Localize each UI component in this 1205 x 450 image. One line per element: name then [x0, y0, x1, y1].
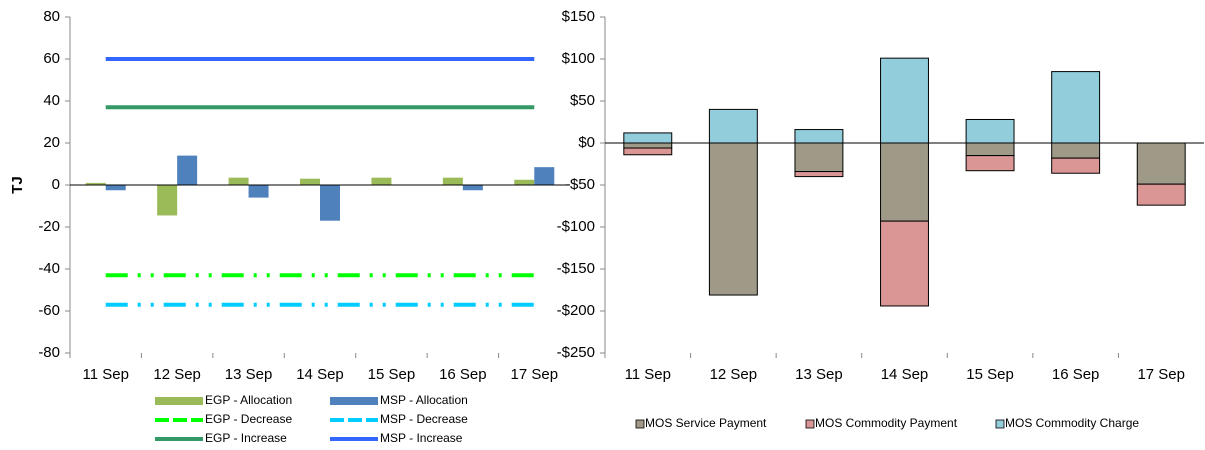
x-tick-label: 11 Sep [625, 366, 671, 383]
y-tick-label: -$100 [557, 218, 595, 235]
y-axis-label: TJ [9, 176, 26, 194]
legend-label: MSP - Allocation [380, 393, 468, 407]
legend-label: MOS Commodity Charge [1005, 416, 1139, 430]
bar [514, 179, 535, 185]
legend-swatch [995, 419, 1005, 429]
legend-label: MOS Service Payment [645, 416, 767, 430]
bar [371, 177, 392, 185]
bar-segment [1051, 157, 1101, 174]
legend-swatch [635, 419, 645, 429]
bar [442, 177, 463, 185]
bar-segment [965, 118, 1015, 144]
bar [534, 167, 555, 185]
y-tick-label: 80 [43, 8, 60, 25]
y-tick-label: -$200 [557, 302, 595, 319]
y-tick-label: 0 [52, 176, 60, 193]
bar [177, 155, 198, 185]
legend-label: MOS Commodity Payment [815, 416, 958, 430]
legend-label: MSP - Increase [380, 431, 463, 445]
y-tick-label: -$250 [557, 344, 595, 361]
x-tick-label: 11 Sep [82, 366, 128, 383]
bar [462, 185, 483, 191]
x-tick-label: 12 Sep [710, 366, 758, 383]
bar [300, 178, 320, 185]
bar-segment [1051, 142, 1101, 159]
bar [248, 185, 269, 198]
y-tick-label: $150 [562, 8, 595, 25]
bar-segment [794, 129, 844, 144]
bar-segment [880, 142, 929, 222]
x-tick-label: 13 Sep [795, 366, 843, 383]
y-tick-label: -80 [38, 344, 60, 361]
bar-segment [623, 147, 673, 156]
y-tick-label: 40 [43, 92, 60, 109]
y-tick-label: 60 [43, 50, 60, 67]
y-tick-label: 20 [43, 134, 60, 151]
y-tick-label: -60 [38, 302, 60, 319]
y-tick-label: $0 [578, 134, 595, 151]
bar-segment [1136, 183, 1186, 206]
bar [228, 177, 249, 185]
x-tick-label: 14 Sep [296, 366, 344, 383]
legend-swatch [330, 397, 378, 405]
legend-label: EGP - Decrease [205, 412, 292, 426]
bar-segment [623, 142, 673, 149]
x-tick-label: 15 Sep [966, 366, 1014, 383]
x-tick-label: 15 Sep [368, 366, 416, 383]
bar-segment [1051, 71, 1101, 144]
y-tick-label: -$150 [557, 260, 595, 277]
y-tick-label: $50 [570, 92, 595, 109]
bar-segment [965, 142, 1015, 157]
legend-label: EGP - Allocation [205, 393, 292, 407]
bar [105, 185, 126, 191]
bar [320, 185, 340, 221]
legend-swatch [155, 397, 203, 405]
x-tick-label: 16 Sep [1052, 366, 1100, 383]
y-tick-label: $100 [562, 50, 595, 67]
bar-segment [623, 132, 673, 144]
bar-segment [965, 155, 1015, 172]
bar-segment [880, 220, 929, 307]
x-tick-label: 17 Sep [1137, 366, 1185, 383]
bar-segment [1136, 142, 1186, 185]
y-tick-label: -20 [38, 218, 60, 235]
bar-segment [794, 171, 844, 178]
legend-label: EGP - Increase [205, 431, 287, 445]
bar-segment [794, 142, 844, 173]
bar-segment [880, 57, 929, 144]
x-tick-label: 14 Sep [881, 366, 929, 383]
bar-segment [708, 108, 758, 144]
bar-segment [708, 142, 758, 296]
x-tick-label: 16 Sep [439, 366, 487, 383]
bar [85, 182, 106, 185]
bar [157, 185, 178, 216]
legend-label: MSP - Decrease [380, 412, 468, 426]
x-tick-label: 13 Sep [225, 366, 273, 383]
x-tick-label: 12 Sep [153, 366, 201, 383]
legend-swatch [805, 419, 815, 429]
y-tick-label: -$50 [565, 176, 595, 193]
y-tick-label: -40 [38, 260, 60, 277]
x-tick-label: 17 Sep [511, 366, 559, 383]
